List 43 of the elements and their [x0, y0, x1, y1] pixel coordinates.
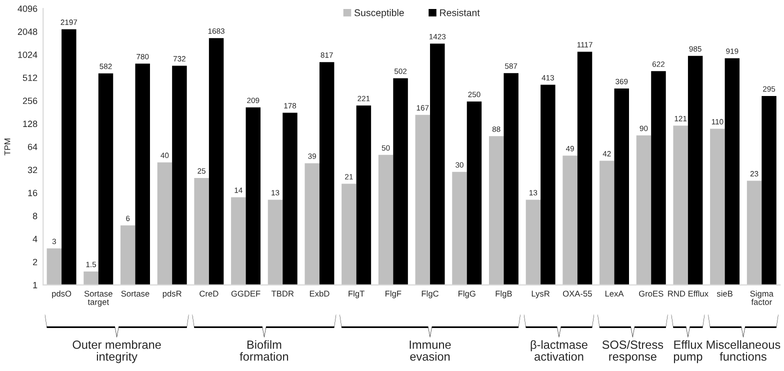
x-tick-label: GroES [639, 290, 664, 297]
y-tick-label: 1024 [18, 52, 38, 58]
x-tick-label: FlgB [496, 290, 512, 298]
x-tick-label: LysR [532, 290, 550, 298]
x-tick-label: pdsO [52, 290, 72, 298]
x-tick-label: FlgG [458, 290, 476, 298]
y-tick-label: 512 [22, 74, 38, 81]
x-tick-label: RND Efflux [668, 290, 708, 297]
x-tick-label: FlgC [422, 290, 439, 298]
text: Miscellaneous functions [706, 340, 780, 361]
x-tick-label: TBDR [271, 290, 294, 297]
text: Outer membrane integrity [72, 340, 161, 364]
text: SOS/Stress response [602, 340, 664, 364]
x-tick-label: Sortase [121, 290, 150, 297]
x-tick-label: CreD [200, 290, 218, 297]
y-tick-label: 4 [32, 236, 38, 242]
legend-label: Resistant [440, 9, 480, 16]
text: β-lactmase activation [530, 340, 588, 361]
y-tick-label: 2 [33, 258, 38, 266]
x-tick-label: FlgT [348, 290, 364, 298]
x-tick-label: ExbD [310, 290, 330, 297]
legend-label: Susceptible [354, 9, 404, 18]
x-tick-label: Sigma factor [750, 290, 774, 305]
x-tick-label: sieB [716, 290, 732, 297]
x-tick-label: FlgF [386, 290, 402, 298]
y-tick-label: 1 [33, 282, 38, 288]
text: Efflux pump [674, 340, 702, 364]
y-tick-label: 32 [28, 166, 38, 174]
x-tick-label: Sortase target [84, 290, 112, 307]
x-tick-label: LexA [605, 290, 624, 297]
y-axis-title: TPM [4, 138, 10, 156]
x-tick-label: pdsR [162, 290, 182, 298]
x-tick-label: GGDEF [231, 290, 260, 297]
y-tick-label: 128 [23, 120, 38, 128]
y-tick-label: 8 [32, 212, 38, 220]
text: Biofilm formation [240, 340, 288, 361]
y-tick-label: 64 [28, 144, 38, 150]
y-tick-label: 256 [22, 98, 38, 104]
y-tick-label: 4096 [18, 6, 38, 12]
x-tick-label: OXA-55 [562, 290, 592, 297]
y-tick-label: 2048 [18, 28, 38, 35]
text: Immune evasion [410, 340, 451, 361]
y-tick-label: 16 [28, 190, 38, 196]
